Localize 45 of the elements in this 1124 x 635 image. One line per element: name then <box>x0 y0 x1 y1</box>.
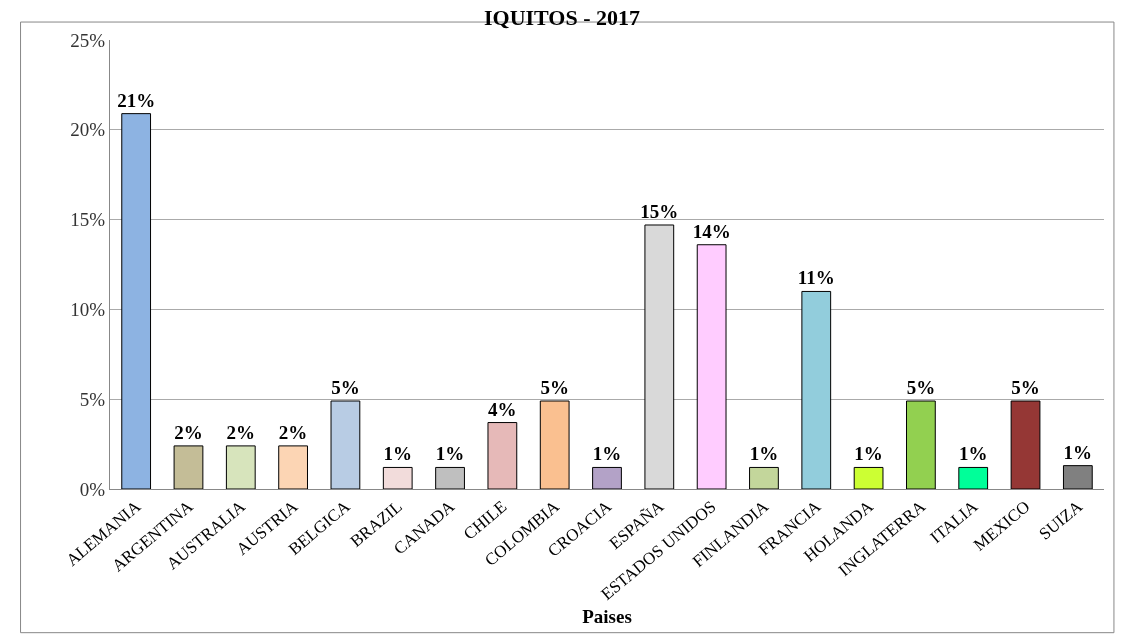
y-tick-label: 15% <box>70 209 106 231</box>
bar <box>382 466 413 489</box>
data-label: 11% <box>797 267 835 289</box>
data-label: 5% <box>331 377 360 398</box>
chart-title: IQUITOS - 2017 <box>483 4 641 30</box>
x-axis-title: Paises <box>582 605 632 627</box>
bar <box>1010 400 1041 489</box>
bar <box>592 466 622 489</box>
data-label: 14% <box>692 220 731 242</box>
bar <box>539 400 570 489</box>
data-label: 2% <box>278 421 308 443</box>
data-label: 1% <box>749 443 779 465</box>
data-label: 1% <box>854 443 883 465</box>
y-tick-label: 25% <box>70 29 106 51</box>
data-label: 5% <box>1011 377 1040 398</box>
data-label: 2% <box>226 421 256 443</box>
data-label: 21% <box>117 89 156 111</box>
bar <box>853 466 884 489</box>
data-label: 1% <box>435 443 465 465</box>
bar <box>801 290 832 489</box>
bar <box>906 400 936 489</box>
y-tick-label: 10% <box>70 299 106 321</box>
bar <box>749 466 779 489</box>
data-label: 4% <box>488 398 517 420</box>
data-label: 1% <box>592 443 622 465</box>
bar <box>121 113 152 489</box>
y-tick-label: 5% <box>79 388 106 410</box>
bar <box>487 422 518 489</box>
data-label: 5% <box>906 377 936 398</box>
y-tick-label: 20% <box>70 119 106 141</box>
data-label: 1% <box>1063 441 1093 463</box>
bar <box>435 466 465 489</box>
bar <box>278 445 308 489</box>
bar <box>225 445 256 489</box>
data-label: 2% <box>174 421 203 443</box>
bar <box>173 445 204 489</box>
data-label: 1% <box>958 443 988 465</box>
data-label: 5% <box>540 377 569 398</box>
y-tick-label: 0% <box>79 478 106 500</box>
bar <box>958 466 989 489</box>
bar <box>696 244 727 489</box>
data-label: 1% <box>383 443 412 465</box>
data-label: 15% <box>640 200 679 222</box>
bar <box>330 400 361 489</box>
bar <box>644 224 675 489</box>
